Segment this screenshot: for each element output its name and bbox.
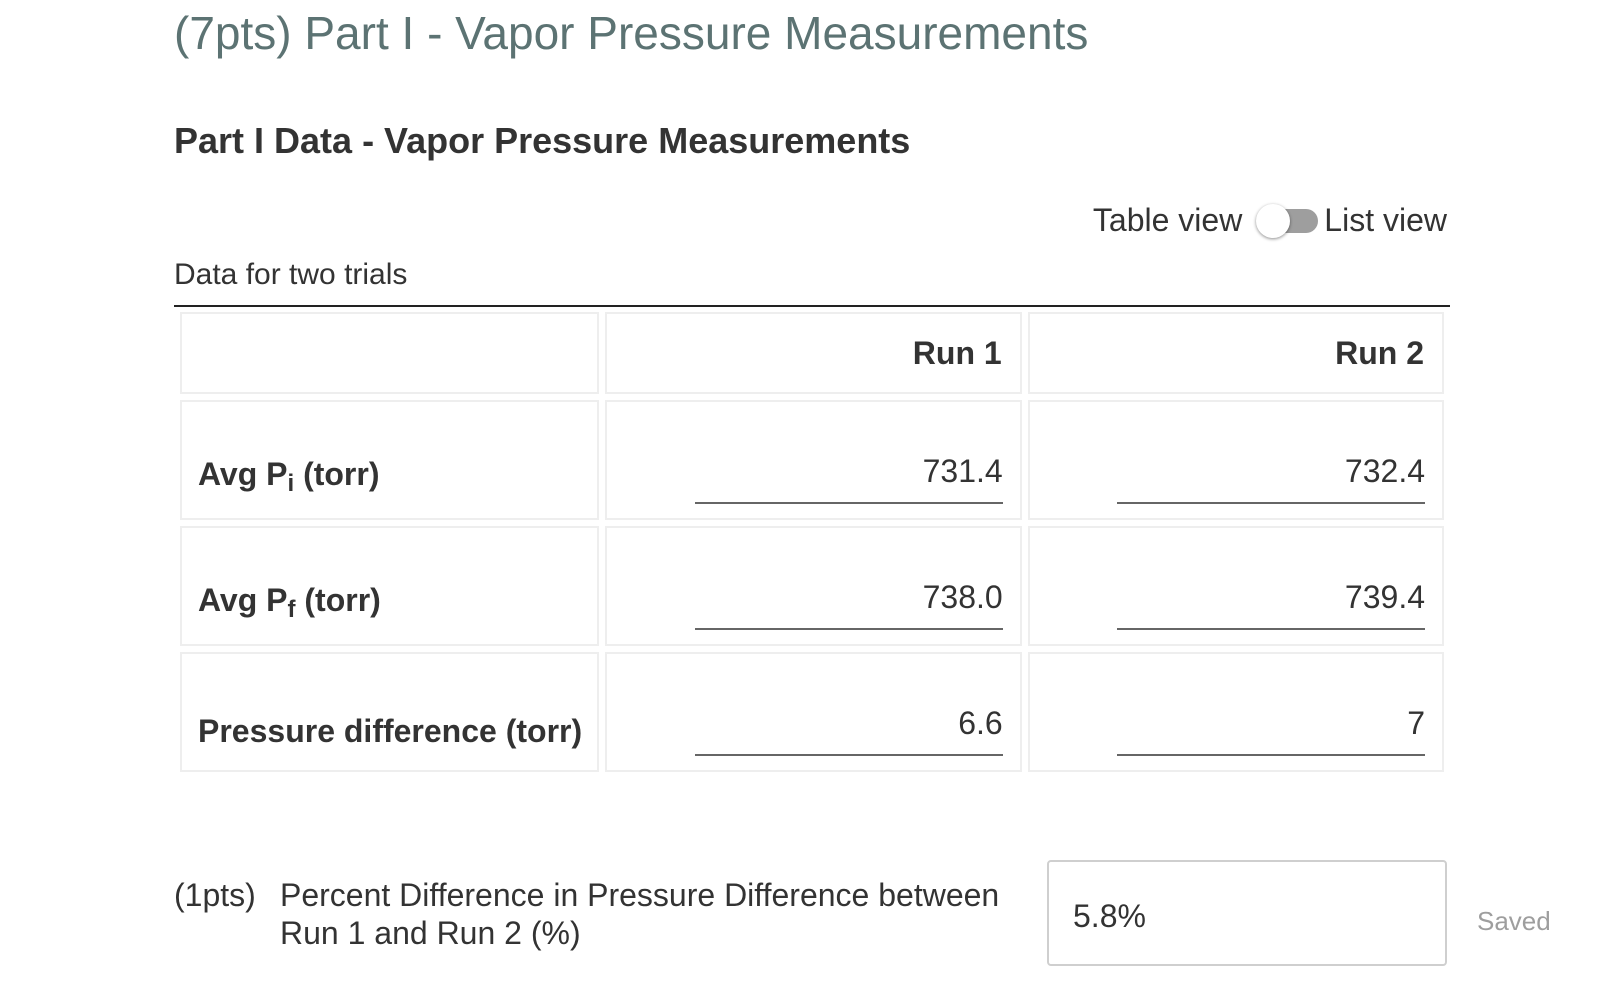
data-heading: Part I Data - Vapor Pressure Measurement… [174, 120, 911, 161]
avg-pi-run-2-input[interactable]: 732.4 [1117, 453, 1425, 504]
saved-status: Saved [1477, 906, 1551, 936]
view-toggle-switch[interactable] [1256, 203, 1319, 238]
label-main: Avg P [198, 582, 288, 618]
row-label-avg-pi: Avg Pi (torr) [180, 400, 600, 520]
table-row: Avg Pf (torr) 738.0 739.4 [180, 526, 1444, 646]
question: (1pts) Percent Difference in Pressure Di… [174, 876, 1000, 952]
question-points: (1pts) [174, 877, 256, 913]
table-caption: Data for two trials [174, 258, 408, 291]
cell-run-1: 6.6 [605, 652, 1022, 772]
cell-run-2: 7 [1027, 652, 1444, 772]
cell-run-1: 731.4 [605, 400, 1022, 520]
avg-pi-run-1-input[interactable]: 731.4 [694, 453, 1003, 504]
header-empty-cell [180, 312, 600, 394]
cell-run-2: 739.4 [1027, 526, 1444, 646]
label-main: Avg P [198, 456, 288, 492]
label-unit: (torr) [294, 456, 380, 492]
label-subscript: i [287, 470, 295, 497]
avg-pf-run-2-input[interactable]: 739.4 [1117, 579, 1425, 630]
cell-run-1: 738.0 [605, 526, 1022, 646]
row-label-pressure-difference: Pressure difference (torr) [180, 652, 600, 772]
label-subscript: f [287, 596, 296, 623]
table-row: Avg Pi (torr) 731.4 732.4 [180, 400, 1444, 520]
percent-difference-input[interactable]: 5.8% [1047, 860, 1447, 966]
avg-pf-run-1-input[interactable]: 738.0 [694, 579, 1003, 630]
header-run-1: Run 1 [605, 312, 1022, 394]
table-view-label[interactable]: Table view [1092, 202, 1243, 238]
section-title: (7pts) Part I - Vapor Pressure Measureme… [174, 7, 1089, 59]
pressure-diff-run-2-input[interactable]: 7 [1117, 705, 1425, 756]
switch-knob [1256, 203, 1291, 238]
view-toggle: Table view List view [1093, 202, 1447, 239]
table-header-row: Run 1 Run 2 [180, 312, 1444, 394]
cell-run-2: 732.4 [1027, 400, 1444, 520]
row-label-avg-pf: Avg Pf (torr) [180, 526, 600, 646]
data-table: Run 1 Run 2 Avg Pi (torr) 731.4 732.4 Av… [174, 306, 1450, 778]
label-main: Pressure difference (torr) [198, 713, 583, 749]
data-table-wrapper: Run 1 Run 2 Avg Pi (torr) 731.4 732.4 Av… [174, 305, 1450, 778]
question-text: Percent Difference in Pressure Differenc… [280, 877, 1000, 951]
pressure-diff-run-1-input[interactable]: 6.6 [694, 705, 1003, 756]
header-run-2: Run 2 [1027, 312, 1444, 394]
table-row: Pressure difference (torr) 6.6 7 [180, 652, 1444, 772]
label-unit: (torr) [295, 582, 381, 618]
list-view-label[interactable]: List view [1324, 202, 1447, 238]
